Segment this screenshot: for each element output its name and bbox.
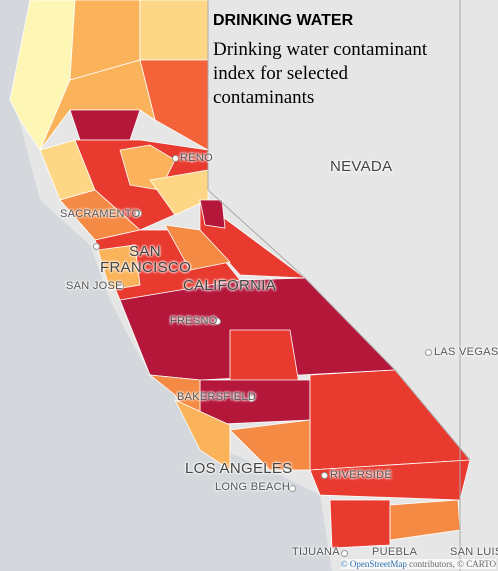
state-border (207, 0, 471, 571)
ocean (0, 0, 332, 571)
place-label: TIJUANA (292, 546, 340, 558)
counties (9, 0, 471, 549)
place-label: BAKERSFIELD (177, 391, 257, 403)
city-dot (341, 550, 348, 557)
place-label: RENO (180, 152, 213, 164)
city-dot (172, 155, 179, 162)
place-label: LOS ANGELES (185, 460, 293, 477)
city-dot (321, 472, 328, 479)
place-label: NEVADA (330, 158, 393, 175)
place-label: SAN FRANCISCO (100, 243, 192, 276)
place-label: CALIFORNIA (183, 277, 277, 294)
place-label: PUEBLA (372, 546, 418, 558)
subtitle: Drinking water contaminant index for sel… (213, 39, 428, 108)
place-label: LAS VEGAS (434, 346, 498, 358)
city-dot (248, 395, 255, 402)
place-label: SACRAMENTO (60, 208, 141, 220)
city-dot (425, 349, 432, 356)
attribution: © OpenStreetMap contributors, © CARTO (340, 559, 496, 569)
city-dot (117, 283, 124, 290)
place-label: FRESNO (170, 315, 218, 327)
city-dot (289, 485, 296, 492)
place-label: LONG BEACH (215, 481, 291, 493)
city-dot (93, 243, 100, 250)
place-label: SAN JOSE (66, 280, 123, 292)
place-label: RIVERSIDE (330, 469, 392, 481)
title: DRINKING WATER (213, 12, 354, 29)
city-dot (135, 210, 142, 217)
city-dot (283, 466, 290, 473)
place-label: SAN LUIS (450, 546, 498, 558)
city-dot (214, 318, 221, 325)
attribution-text: contributors, © CARTO (409, 559, 496, 569)
osm-link[interactable]: © OpenStreetMap (340, 559, 407, 569)
